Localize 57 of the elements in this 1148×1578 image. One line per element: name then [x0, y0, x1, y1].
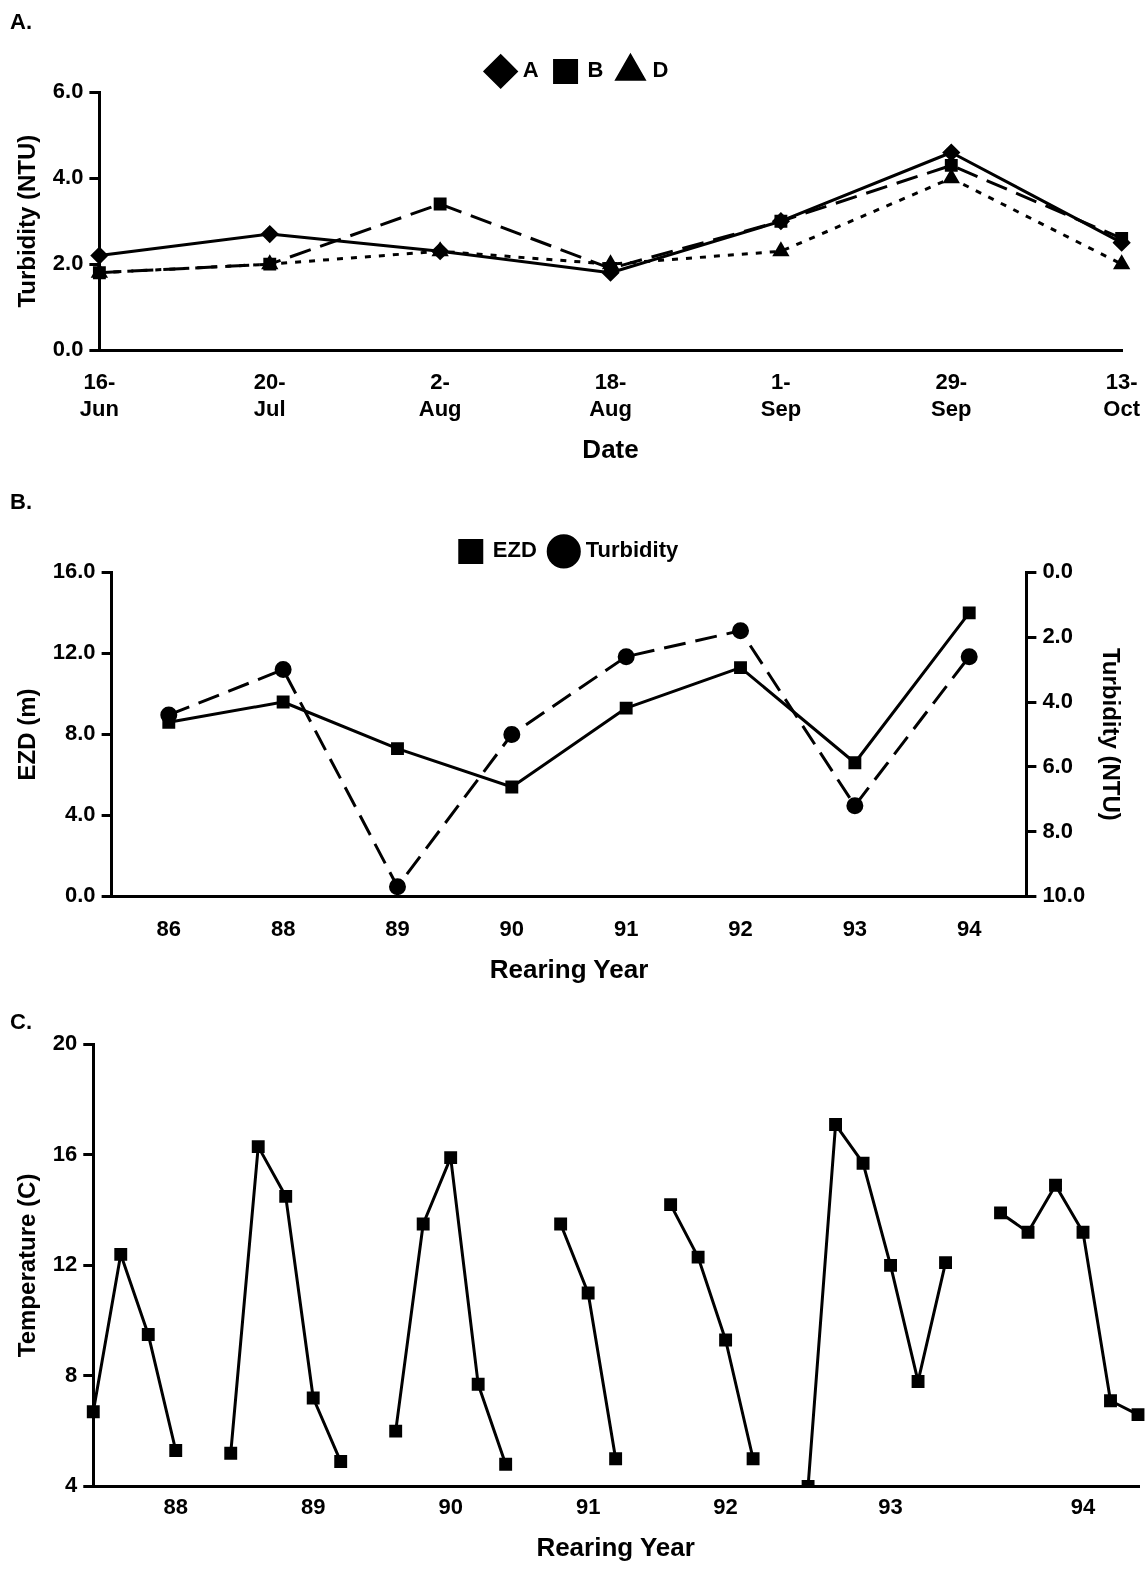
y-tick-label: 20	[52, 1030, 78, 1056]
x-tick-label: 93	[842, 915, 868, 941]
y-tick-label: 4	[65, 1472, 79, 1498]
x-tick-label: 90	[438, 1493, 463, 1519]
y-tick-label: 6.0	[52, 78, 84, 104]
x-tick-label: 91	[575, 1493, 601, 1519]
y-tick-label: 8.0	[65, 720, 96, 746]
y2-tick-label: 0.0	[1042, 558, 1073, 584]
x-tick-label: 94	[956, 915, 983, 941]
x-tick-label: 88	[163, 1493, 188, 1519]
x-tick-label: 29-Sep	[931, 369, 972, 421]
y2-tick-label: 10.0	[1042, 882, 1086, 908]
x-tick-label: 20-Jul	[253, 369, 286, 421]
y-tick-label: 0.0	[65, 882, 96, 908]
y-tick-label: 2.0	[52, 250, 84, 276]
y-axis-title: Turbidity (NTU)	[13, 134, 41, 308]
legend-label: Turbidity	[585, 537, 679, 563]
y-tick-label: 4.0	[65, 801, 96, 827]
x-axis-title: Rearing Year	[536, 1531, 695, 1562]
y-tick-label: 16	[52, 1140, 78, 1166]
x-tick-label: 89	[300, 1493, 326, 1519]
y-tick-label: 8	[65, 1361, 78, 1387]
chart-title: B.	[10, 489, 32, 515]
legend-label: EZD	[492, 537, 537, 563]
y-axis-title: EZD (m)	[13, 688, 41, 781]
x-tick-label: 90	[499, 915, 525, 941]
x-tick-label: 89	[385, 915, 410, 941]
y2-tick-label: 8.0	[1042, 817, 1073, 843]
y2-tick-label: 4.0	[1042, 688, 1073, 714]
y-axis-title: Temperature (C)	[13, 1173, 41, 1358]
y-tick-label: 4.0	[52, 164, 84, 190]
legend-label: A	[522, 57, 539, 83]
x-tick-label: 86	[156, 915, 182, 941]
legend-label: B	[587, 57, 604, 83]
y2-tick-label: 2.0	[1042, 623, 1073, 649]
x-axis-title: Rearing Year	[489, 953, 649, 984]
y-tick-label: 12.0	[52, 639, 96, 665]
x-tick-label: 93	[878, 1493, 903, 1519]
x-tick-label: 92	[713, 1493, 738, 1519]
y-tick-label: 16.0	[52, 558, 96, 584]
x-tick-label: 1-Sep	[760, 369, 802, 421]
x-tick-label: 88	[270, 915, 296, 941]
y-tick-label: 12	[52, 1251, 78, 1277]
legend-label: D	[652, 57, 669, 83]
x-axis-title: Date	[582, 433, 639, 464]
y2-axis-title: Turbidity (NTU)	[1097, 647, 1125, 821]
chart-title: A.	[10, 9, 32, 35]
x-tick-label: 91	[613, 915, 639, 941]
x-tick-label: 2-Aug	[418, 369, 462, 421]
x-tick-label: 18-Aug	[589, 369, 632, 421]
x-tick-label: 92	[728, 915, 753, 941]
x-tick-label: 13-Oct	[1103, 369, 1141, 421]
y2-tick-label: 6.0	[1042, 752, 1073, 778]
y-tick-label: 0.0	[52, 336, 84, 362]
chart-title: C.	[10, 1009, 32, 1035]
x-tick-label: 94	[1070, 1493, 1097, 1519]
x-tick-label: 16-Jun	[79, 369, 119, 421]
